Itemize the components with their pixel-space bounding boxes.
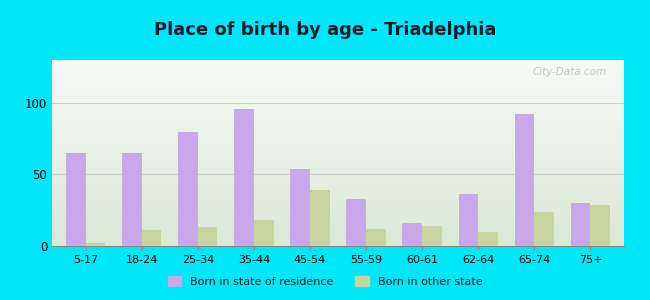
Text: City-Data.com: City-Data.com xyxy=(533,68,607,77)
Text: Place of birth by age - Triadelphia: Place of birth by age - Triadelphia xyxy=(154,21,496,39)
Bar xyxy=(310,190,330,246)
Bar xyxy=(66,153,86,246)
Bar xyxy=(478,232,498,246)
Bar xyxy=(198,227,218,246)
Bar xyxy=(346,199,366,246)
Bar xyxy=(571,203,590,246)
Bar xyxy=(142,230,161,246)
Bar xyxy=(86,243,105,246)
Bar xyxy=(291,169,310,246)
Bar xyxy=(402,223,422,246)
Bar xyxy=(254,220,274,246)
Bar xyxy=(590,205,610,246)
Bar xyxy=(366,229,385,246)
Bar xyxy=(122,153,142,246)
Bar xyxy=(422,226,442,246)
Bar xyxy=(234,109,254,246)
Legend: Born in state of residence, Born in other state: Born in state of residence, Born in othe… xyxy=(163,272,487,291)
Bar xyxy=(458,194,478,246)
Bar xyxy=(534,212,554,246)
Bar xyxy=(515,114,534,246)
Bar xyxy=(178,131,198,246)
